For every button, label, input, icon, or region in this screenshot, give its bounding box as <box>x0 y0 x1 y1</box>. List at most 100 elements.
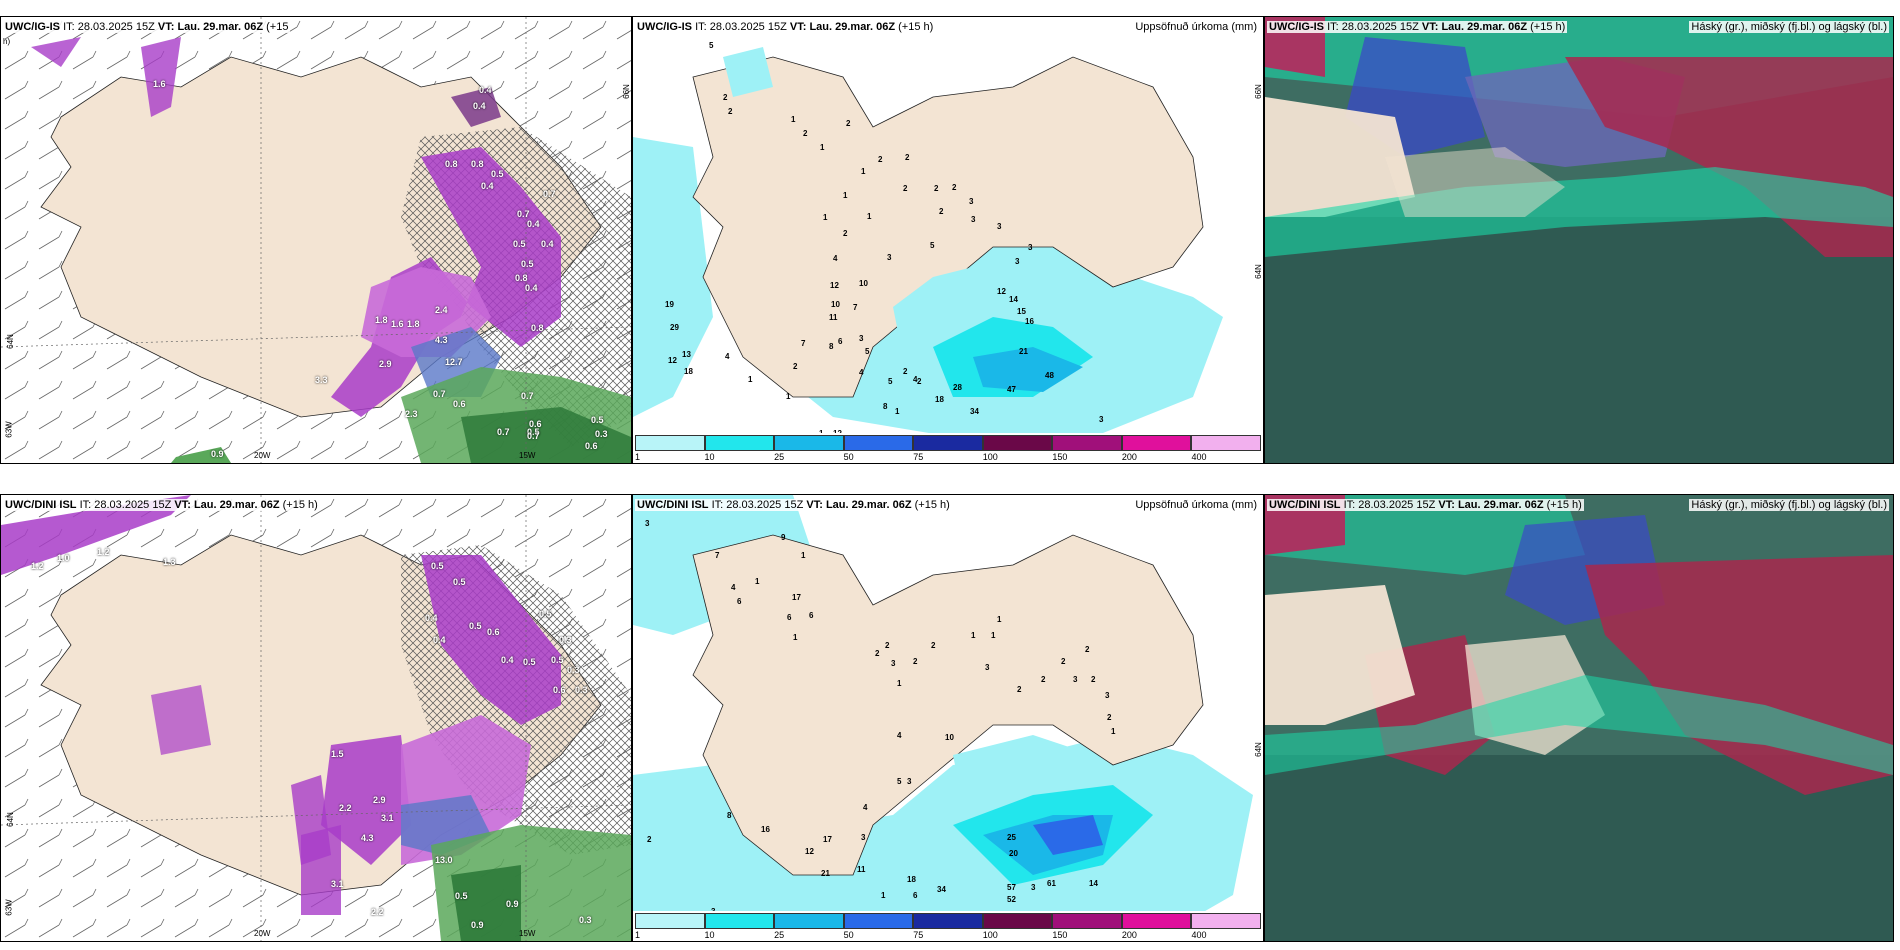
value-label: 1 <box>991 631 996 640</box>
value-label: 3 <box>997 222 1002 231</box>
colorbar-segment <box>982 435 1053 451</box>
title-wrap: h) <box>3 37 11 46</box>
colorbar-segment <box>704 435 775 451</box>
colorbar-segment <box>635 913 705 929</box>
panel-top-mid-accum-precip: UWC/IG-IS IT: 28.03.2025 15Z VT: Lau. 29… <box>632 16 1264 464</box>
value-label: 6 <box>838 337 843 346</box>
value-label: 12 <box>997 287 1006 296</box>
precip-very-heavy <box>1033 815 1103 855</box>
value-label: 0.3 <box>595 429 608 439</box>
value-label: 0.4 <box>473 101 486 111</box>
colorbar-label: 25 <box>774 452 785 462</box>
value-label: 0.7 <box>497 427 510 437</box>
value-label: 3 <box>859 334 864 343</box>
panel-bottom-left-precip-type: UWC/DINI ISL IT: 28.03.2025 15Z VT: Lau.… <box>0 494 632 942</box>
value-label: 0.5 <box>551 655 564 665</box>
value-label: 4 <box>913 375 918 384</box>
value-label: 4.3 <box>435 335 448 345</box>
colorbar-label: 10 <box>704 452 715 462</box>
value-label: 1 <box>793 633 798 642</box>
value-label: 2 <box>903 184 908 193</box>
value-label: 0.7 <box>521 391 534 401</box>
colorbar-segment <box>913 913 983 929</box>
value-label: 3 <box>861 833 866 842</box>
value-label: 0.5 <box>491 169 504 179</box>
value-label: 0.7 <box>527 431 540 441</box>
panel-subtitle: Uppsöfnuð úrkoma (mm) <box>1133 21 1259 33</box>
value-label: 0.4 <box>425 613 438 623</box>
precip-corner <box>31 37 81 67</box>
map-top-mid <box>633 47 1223 437</box>
lat-label-64n: 64N <box>5 812 15 827</box>
value-label: 1 <box>786 392 791 401</box>
value-label: 12 <box>805 847 814 856</box>
value-label: 1 <box>755 577 760 586</box>
colorbar-label: 150 <box>1052 930 1068 940</box>
value-label: 11 <box>829 313 838 322</box>
value-label: 21 <box>821 869 830 878</box>
value-label: 2 <box>952 183 957 192</box>
value-label: 4 <box>897 731 902 740</box>
value-label: 2.4 <box>435 305 448 315</box>
value-label: 52 <box>1007 895 1016 904</box>
value-label: 4 <box>859 368 864 377</box>
colorbar-label: 50 <box>843 930 854 940</box>
value-label: 1.0 <box>57 553 70 563</box>
colorbar-label: 100 <box>982 930 998 940</box>
value-label: 2 <box>647 835 652 844</box>
clear-land-west <box>1265 97 1415 217</box>
value-label: 1 <box>867 212 872 221</box>
map-top-right <box>1265 17 1893 463</box>
value-label: 1.8 <box>407 319 420 329</box>
value-label: 1 <box>843 191 848 200</box>
colorbar-label: 100 <box>982 452 998 462</box>
value-label: 12.7 <box>445 357 463 367</box>
colorbar-label: 150 <box>1052 452 1068 462</box>
value-label: 0.5 <box>431 561 444 571</box>
lat-label-63: 63W <box>4 899 14 916</box>
value-label: 1 <box>997 615 1002 624</box>
value-label: 2.9 <box>373 795 386 805</box>
lon-label-15w: 15W <box>519 451 536 460</box>
value-label: 1.3 <box>163 557 176 567</box>
value-label: 34 <box>937 885 946 894</box>
value-label: 34 <box>970 407 979 416</box>
value-label: 0.5 <box>521 259 534 269</box>
colorbar-segment <box>913 435 983 451</box>
colorbar-segment <box>843 435 914 451</box>
value-label: 0.3 <box>559 635 572 645</box>
value-label: 1.6 <box>391 319 404 329</box>
lat-label-64n: 64N <box>1253 264 1263 279</box>
value-label: 7 <box>715 551 720 560</box>
value-label: 48 <box>1045 371 1054 380</box>
value-label: 0.5 <box>539 609 552 619</box>
value-label: 0.6 <box>553 685 566 695</box>
value-label: 3.1 <box>331 879 344 889</box>
rain-heavy-area <box>451 865 521 941</box>
value-label: 2 <box>1041 675 1046 684</box>
value-label: 0.9 <box>506 899 519 909</box>
value-label: 25 <box>1007 833 1016 842</box>
snow-precip-northeast <box>421 555 561 725</box>
value-label: 5 <box>888 377 893 386</box>
value-label: 3 <box>887 253 892 262</box>
value-label: 10 <box>945 733 954 742</box>
value-label: 14 <box>1089 879 1098 888</box>
precip-south-patch-2 <box>301 825 341 915</box>
precip-north <box>451 87 501 127</box>
value-label: 2.3 <box>405 409 418 419</box>
lat-label-63: 63W <box>4 421 14 438</box>
colorbar-segment <box>1191 435 1261 451</box>
value-label: 0.5 <box>513 239 526 249</box>
panel-title: UWC/DINI ISL IT: 28.03.2025 15Z VT: Lau.… <box>1267 499 1584 511</box>
map-bottom-left <box>1 495 631 941</box>
panel-top-right-clouds: UWC/IG-IS IT: 28.03.2025 15Z VT: Lau. 29… <box>1264 16 1894 464</box>
value-label: 1 <box>971 631 976 640</box>
value-label: 0.8 <box>515 273 528 283</box>
colorbar-segment <box>1191 913 1261 929</box>
value-label: 1.6 <box>153 79 166 89</box>
value-label: 0.4 <box>541 239 554 249</box>
value-label: 2.2 <box>371 907 384 917</box>
low-cloud-ridge <box>1265 167 1893 257</box>
value-label: 1 <box>801 551 806 560</box>
